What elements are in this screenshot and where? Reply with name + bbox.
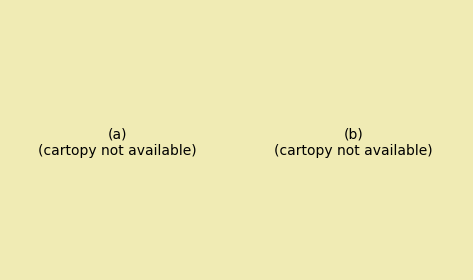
Text: (a)
(cartopy not available): (a) (cartopy not available): [38, 128, 196, 158]
Text: (b)
(cartopy not available): (b) (cartopy not available): [274, 128, 433, 158]
